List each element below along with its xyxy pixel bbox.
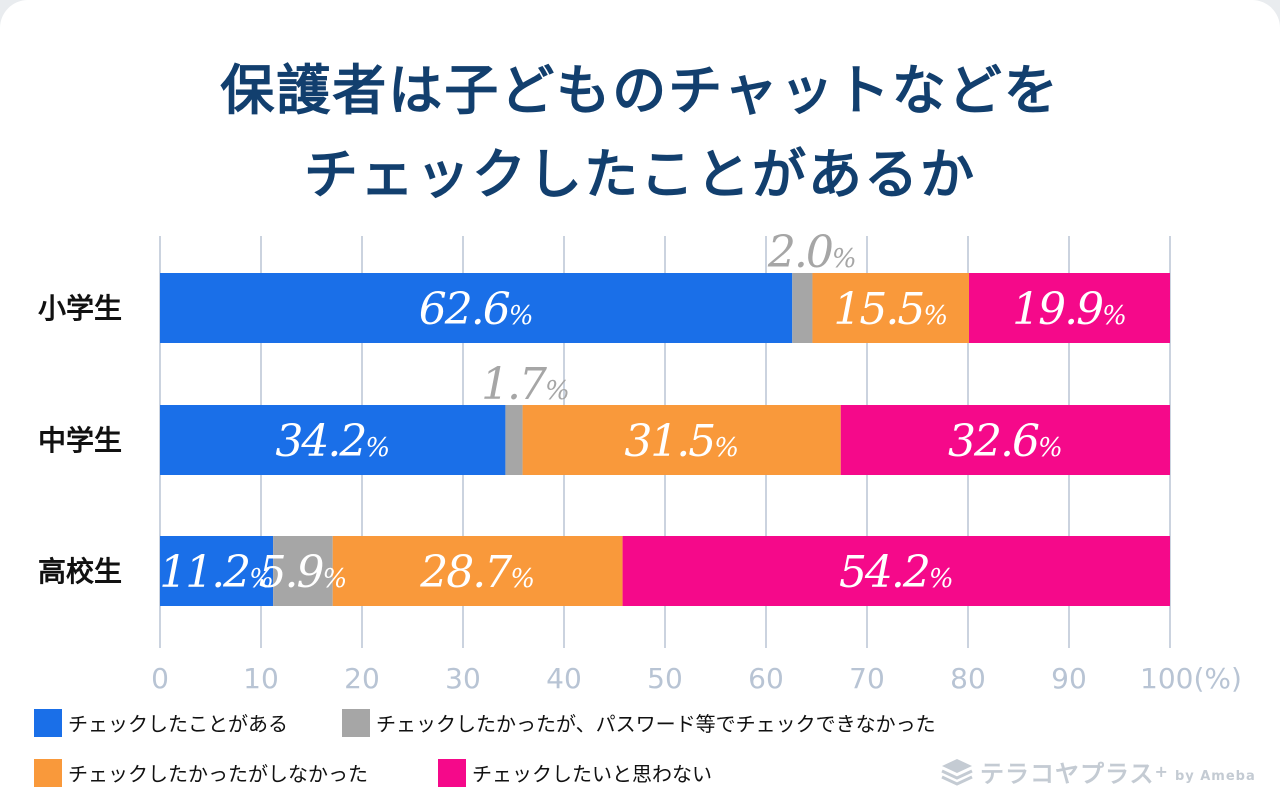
data-label-value: 54.2 [839,547,929,598]
data-label-pct: % [923,301,948,331]
x-tick-label: 0 [151,662,169,695]
bar-segment [840,405,1170,475]
x-tick-label: 100(%) [1140,662,1242,695]
legend-swatch-did-not [34,758,62,787]
data-label-pct: % [545,376,570,406]
bar-segment [505,405,523,475]
brand-by: by Ameba [1174,769,1256,784]
x-tick-label: 10 [243,662,279,695]
data-label: 5.9% [259,547,348,598]
data-label-value: 34.2 [275,416,365,467]
data-label-pct: % [929,564,954,594]
data-label-value: 5.9 [259,547,324,598]
category-label: 小学生 [38,292,122,325]
data-label-pct: % [509,301,534,331]
data-label-pct: % [1038,433,1063,463]
legend-label-no-desire: チェックしたいと思わない [472,762,712,786]
data-label: 31.5% [624,416,739,467]
x-tick-label: 90 [1051,662,1087,695]
data-label-value: 1.7 [481,359,547,410]
data-label: 32.6% [948,416,1063,467]
data-label: 11.2% [159,547,274,598]
bar-segment [792,273,813,343]
x-tick-label: 20 [344,662,380,695]
data-label: 34.2% [275,416,390,467]
chart-title-line2: チェックしたことがあるか [304,143,976,206]
bar-segment [522,405,841,475]
legend-swatch-blocked [342,708,370,737]
bar-segment [332,536,623,606]
legend-swatch-no-desire [438,758,466,787]
legend-item-blocked: チェックしたかったが、パスワード等でチェックできなかった [342,708,936,737]
brand-plus: + [1154,762,1169,781]
data-label: 15.5% [833,284,948,335]
legend-swatch-checked [34,708,62,737]
data-label-pct: % [249,564,274,594]
x-tick-label: 30 [445,662,481,695]
data-label: 1.7% [481,359,570,410]
x-tick-label: 70 [849,662,885,695]
brand-name: テラコヤプラス [980,760,1155,788]
category-label: 高校生 [38,555,122,588]
x-tick-label: 80 [950,662,986,695]
x-tick-label: 60 [748,662,784,695]
data-label-value: 32.6 [948,416,1039,467]
data-label: 54.2% [839,547,954,598]
data-label-pct: % [365,433,390,463]
x-tick-label: 40 [546,662,582,695]
data-label-value: 19.9 [1012,284,1103,335]
labels-layer: 小学生 62.6%2.0%15.5% 19.9%中学生 34.2%1.7%31.5% 3… [38,227,1127,598]
data-label-value: 28.7 [419,547,512,598]
legend-item-no-desire: チェックしたいと思わない [438,758,712,787]
bar-segment [622,536,1170,606]
data-label-value: 2.0 [767,227,833,278]
data-label-pct: % [832,244,857,274]
data-label-pct: % [510,564,535,594]
data-label: 19.9% [1012,284,1127,335]
legend-label-did-not: チェックしたかったがしなかった [68,762,368,786]
bar-segment [969,273,1170,343]
bar-segment [160,536,274,606]
data-label-pct: % [1102,301,1127,331]
bar-segment [160,273,793,343]
data-label: 62.6% [419,284,534,335]
data-label-pct: % [323,564,348,594]
data-label-value: 11.2 [159,547,249,598]
category-label: 中学生 [38,424,122,457]
data-label-pct: % [714,433,739,463]
bar-segment [812,273,970,343]
x-tick-label: 50 [647,662,683,695]
legend-label-blocked: チェックしたかったが、パスワード等でチェックできなかった [376,712,936,736]
legend-label-checked: チェックしたことがある [68,712,288,736]
bars-layer [160,273,1170,606]
brand-icon [941,758,973,786]
legend: チェックしたことがある チェックしたかったが、パスワード等でチェックできなかった… [34,708,1034,798]
legend-item-did-not: チェックしたかったがしなかった [34,758,368,787]
data-label: 28.7% [419,547,535,598]
legend-item-checked: チェックしたことがある [34,708,288,737]
data-label-value: 15.5 [833,284,923,335]
brand-logo: テラコヤプラス + by Ameba [940,754,1256,789]
data-label-value: 62.6 [419,284,510,335]
bar-segment [160,405,506,475]
bar-segment [273,536,333,606]
data-label: 2.0% [767,227,857,278]
data-label-value: 31.5 [624,416,714,467]
chart-title-line1: 保護者は子どものチャットなどを [220,59,1060,122]
stacked-bar-chart: 0 10 20 30 40 50 60 70 80 90 100(%) 小学生 62.6%2.0%15… [38,227,1242,695]
